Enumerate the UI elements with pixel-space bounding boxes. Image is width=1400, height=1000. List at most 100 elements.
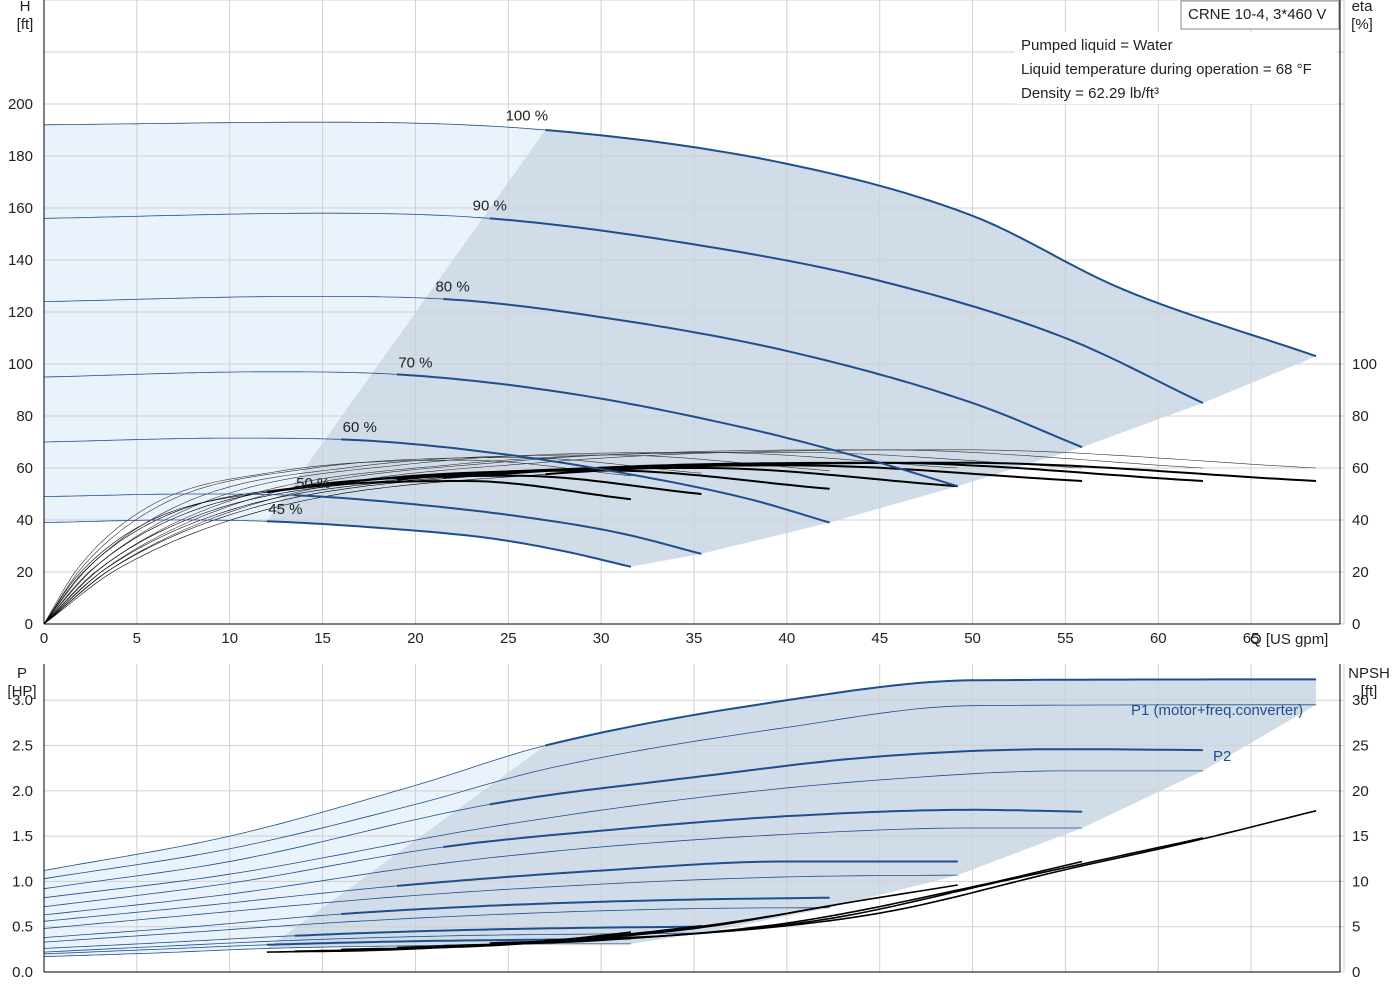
p1-curve-thin <box>43 804 490 890</box>
p2-curve <box>43 827 1083 916</box>
y2-tick-label: 40 <box>1352 512 1369 529</box>
npsh-tick-label: 5 <box>1352 919 1360 936</box>
p2-curve <box>43 770 1203 899</box>
y2-axis-unit-eta: [%] <box>1351 16 1373 33</box>
speed-label: 80 % <box>435 279 469 296</box>
y-tick-label: 80 <box>16 408 33 425</box>
operating-range-light-area <box>44 122 546 523</box>
head-curve-80pct <box>443 298 1083 449</box>
p1-curve-thin <box>43 846 444 908</box>
npsh-tick-label: 0 <box>1352 964 1360 981</box>
p1-curve-90pct <box>489 748 1203 806</box>
npsh-tick-label: 15 <box>1352 828 1369 845</box>
head-curve-thin <box>43 212 490 219</box>
y2-tick-label: 60 <box>1352 460 1369 477</box>
efficiency-reference-curve <box>43 452 1083 625</box>
y-tick-label: 180 <box>8 148 33 165</box>
y2-axis-label-eta: eta <box>1352 0 1374 15</box>
speed-label: 45 % <box>268 501 302 518</box>
y-tick-label: 120 <box>8 304 33 321</box>
p1-series-label: P1 (motor+freq.converter) <box>1131 702 1303 719</box>
x-tick-label: 45 <box>871 630 888 647</box>
power-tick-label: 0.0 <box>12 964 33 981</box>
speed-label: 70 % <box>398 355 432 372</box>
p1-curve-100pct <box>545 678 1317 747</box>
p2-series-label: P2 <box>1213 748 1231 765</box>
head-curve-thin <box>43 437 342 443</box>
y2-tick-label: 100 <box>1352 356 1377 373</box>
efficiency-curve-45pct <box>266 480 632 501</box>
npsh-curve <box>266 931 631 953</box>
npsh-tick-label: 30 <box>1352 692 1369 709</box>
x-tick-label: 20 <box>407 630 424 647</box>
head-curve-thin <box>43 296 444 302</box>
y-axis-unit-power: [HP] <box>7 683 36 700</box>
efficiency-curve-thin <box>43 479 397 625</box>
power-tick-label: 1.5 <box>12 828 33 845</box>
p1-curve-80pct <box>443 808 1083 848</box>
p1-curve-70pct <box>396 860 958 887</box>
efficiency-reference-curve <box>43 449 1317 625</box>
power-npsh-chart: 0.0 0.5 1.0 1.5 2.0 2.5 3.0 0 5 10 15 20 25 30 <box>12 664 1369 981</box>
title-box <box>1180 0 1340 30</box>
p1-curve-thin <box>43 935 295 949</box>
x-tick-label: 10 <box>221 630 238 647</box>
p1-curve-thin <box>43 944 267 955</box>
x-tick-label: 65 <box>1243 630 1260 647</box>
y-tick-label: 140 <box>8 252 33 269</box>
info-density: Density = 62.29 lb/ft³ <box>1021 85 1159 102</box>
p2-curve <box>43 907 830 943</box>
p1-curve-thin <box>43 885 397 922</box>
power-tick-label: 1.0 <box>12 873 33 890</box>
y-tick-label: 40 <box>16 512 33 529</box>
head-curve-100pct <box>545 129 1317 358</box>
p2-curve <box>43 932 702 953</box>
head-curve-50pct <box>294 494 702 555</box>
y2-tick-label: 80 <box>1352 408 1369 425</box>
y-tick-label: 0 <box>25 616 33 633</box>
power-tick-label: 3.0 <box>12 692 33 709</box>
x-tick-label: 0 <box>40 630 48 647</box>
power-tick-label: 2.5 <box>12 738 33 755</box>
efficiency-reference-curve <box>43 454 830 625</box>
speed-label: 50 % <box>296 475 330 492</box>
head-curve-60pct <box>341 438 830 524</box>
x-tick-label: 25 <box>500 630 517 647</box>
y-tick-label: 100 <box>8 356 33 373</box>
head-curve-thin <box>43 519 267 523</box>
npsh-tick-label: 25 <box>1352 738 1369 755</box>
chart-title: CRNE 10-4, 3*460 V <box>1188 6 1326 23</box>
y2-axis-label-npsh: NPSH <box>1348 665 1390 682</box>
p2-curve <box>43 874 958 929</box>
efficiency-curve-thin <box>43 487 295 625</box>
y-axis-label-head: H <box>20 0 31 15</box>
x-tick-label: 30 <box>593 630 610 647</box>
head-curve-70pct <box>396 373 958 488</box>
x-tick-label: 15 <box>314 630 331 647</box>
head-curve-90pct <box>489 217 1204 404</box>
npsh-tick-label: 10 <box>1352 873 1369 890</box>
p2-curve <box>43 704 1317 880</box>
info-box <box>1015 32 1337 104</box>
x-tick-label: 40 <box>779 630 796 647</box>
y-tick-label: 200 <box>8 96 33 113</box>
x-tick-label: 35 <box>686 630 703 647</box>
power-tick-label: 2.0 <box>12 783 33 800</box>
power-range-light-area <box>44 745 546 957</box>
y-axis-unit-head: [ft] <box>17 16 34 33</box>
x-axis-label: Q [US gpm] <box>1250 631 1328 648</box>
speed-label: 90 % <box>473 197 507 214</box>
p1-curve-50pct <box>294 925 702 937</box>
x-tick-label: 60 <box>1150 630 1167 647</box>
head-curve-thin <box>43 493 295 497</box>
y-tick-label: 20 <box>16 564 33 581</box>
y2-axis-unit-npsh: [ft] <box>1361 683 1378 700</box>
efficiency-curve-60pct <box>340 469 830 490</box>
efficiency-curve-50pct <box>294 474 702 495</box>
x-tick-label: 55 <box>1057 630 1074 647</box>
x-tick-label: 50 <box>964 630 981 647</box>
head-curve-45pct <box>266 520 632 568</box>
info-pumped-liquid: Pumped liquid = Water <box>1021 37 1173 54</box>
